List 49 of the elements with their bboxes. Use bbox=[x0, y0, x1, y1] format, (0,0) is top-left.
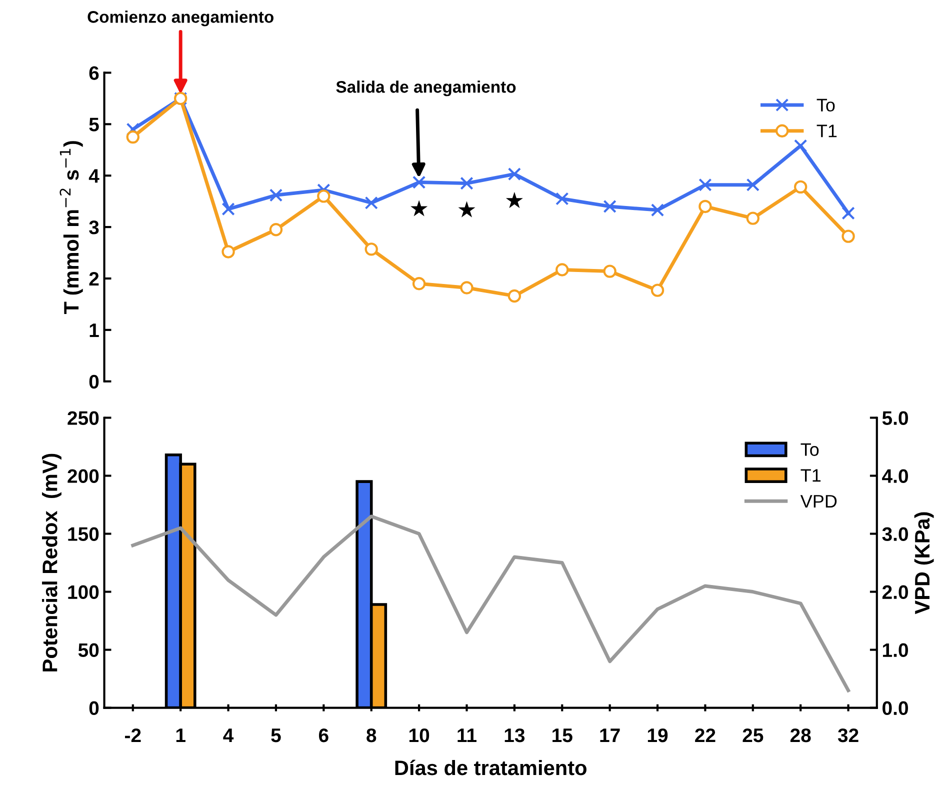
x-tick-label: 1 bbox=[176, 728, 186, 742]
x-tick-label: 10 bbox=[409, 728, 430, 742]
y-tick-label: 200 bbox=[68, 469, 99, 483]
legend-label: VPD bbox=[800, 495, 837, 508]
legend-label: To bbox=[816, 98, 835, 112]
y-tick-label: 50 bbox=[78, 643, 99, 658]
x-axis-title: Días de tratamiento bbox=[395, 760, 586, 776]
y-tick-label: 6 bbox=[89, 66, 99, 80]
y2-tick-label: 2.0 bbox=[882, 585, 908, 600]
y-tick-label: 100 bbox=[68, 585, 99, 600]
x-tick-label: 17 bbox=[600, 728, 620, 742]
x-tick-label: 4 bbox=[223, 728, 234, 742]
x-tick-label: 5 bbox=[271, 728, 281, 742]
x-tick-label: 19 bbox=[648, 728, 668, 742]
annotation: Salida de anegamiento bbox=[336, 80, 516, 96]
annotation: ★ bbox=[506, 192, 523, 208]
y-tick-label: 0 bbox=[89, 374, 99, 389]
y2-tick-label: 0.0 bbox=[882, 701, 908, 716]
annotation: ★ bbox=[410, 200, 428, 216]
legend-label: T1 bbox=[800, 469, 821, 482]
x-tick-label: 15 bbox=[552, 728, 572, 742]
x-tick-label: 25 bbox=[742, 728, 764, 742]
x-tick-label: 8 bbox=[366, 728, 376, 742]
x-tick-label: 11 bbox=[458, 728, 476, 742]
x-tick-label: -2 bbox=[125, 728, 141, 742]
y-tick-label: 2 bbox=[89, 272, 99, 286]
y-tick-label: 3 bbox=[89, 220, 99, 234]
legend-label: To bbox=[800, 443, 819, 456]
x-tick-label: 6 bbox=[318, 728, 328, 742]
y-axis-title: Potencial Redox (mV) bbox=[42, 454, 62, 672]
annotation: Comienzo anegamiento bbox=[88, 10, 274, 26]
annotation: ★ bbox=[458, 201, 476, 218]
y-tick-label: 250 bbox=[68, 411, 99, 425]
y2-axis-title: VPD (KPa) bbox=[914, 512, 934, 614]
x-tick-label: 13 bbox=[504, 728, 525, 742]
y2-tick-label: 5.0 bbox=[882, 411, 908, 425]
x-tick-label: 28 bbox=[790, 728, 811, 742]
y2-tick-label: 3.0 bbox=[882, 527, 908, 542]
y2-tick-label: 1.0 bbox=[882, 643, 908, 658]
y-tick-label: 150 bbox=[68, 527, 99, 541]
legend-label: T1 bbox=[816, 124, 837, 138]
y-axis-title: T (mmol m$^{−2}$ s$^{−1}$) bbox=[60, 141, 83, 314]
x-tick-label: 22 bbox=[695, 728, 716, 742]
y-tick-label: 5 bbox=[89, 118, 99, 132]
y-tick-label: 4 bbox=[88, 169, 100, 183]
y-tick-label: 0 bbox=[89, 701, 99, 716]
y-tick-label: 1 bbox=[90, 324, 99, 337]
x-tick-label: 32 bbox=[838, 728, 858, 742]
y2-tick-label: 4.0 bbox=[882, 469, 908, 483]
